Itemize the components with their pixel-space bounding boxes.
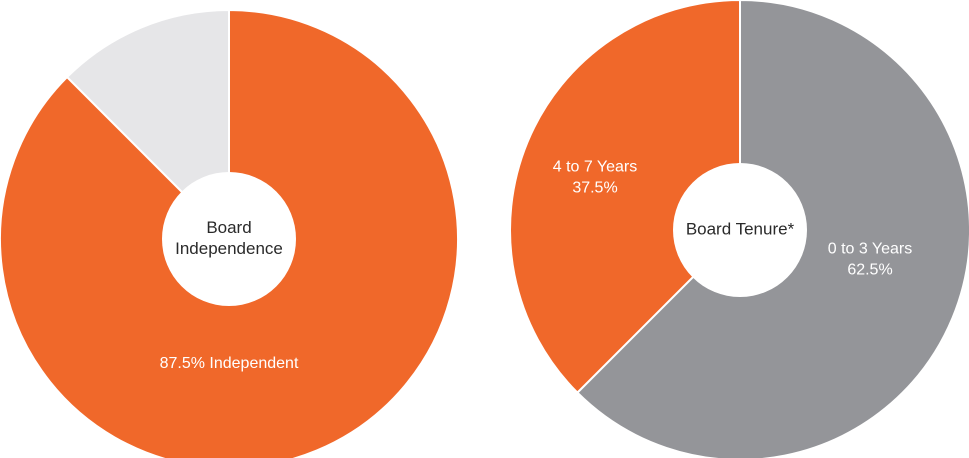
chart-center-title: Board (206, 218, 251, 237)
pie-slice (509, 0, 741, 394)
chart-center-title: Independence (175, 239, 283, 258)
slice-label: 0 to 3 Years (828, 241, 913, 258)
board-independence-chart: Board Independence 87.5% Independent (0, 9, 459, 458)
pie-slice (0, 9, 459, 458)
pie-slice (66, 9, 230, 240)
slice-label: 37.5% (572, 180, 617, 197)
slice-label: 4 to 7 Years (553, 159, 638, 176)
slice-label: 62.5% (847, 262, 892, 279)
slice-label: 87.5% Independent (160, 355, 299, 372)
donut-hole (162, 172, 296, 306)
board-tenure-chart: Board Tenure* 0 to 3 Years 62.5% 4 to 7 Yea… (509, 0, 969, 458)
donut-hole (673, 163, 807, 297)
chart-center-title: Board Tenure* (686, 219, 795, 238)
